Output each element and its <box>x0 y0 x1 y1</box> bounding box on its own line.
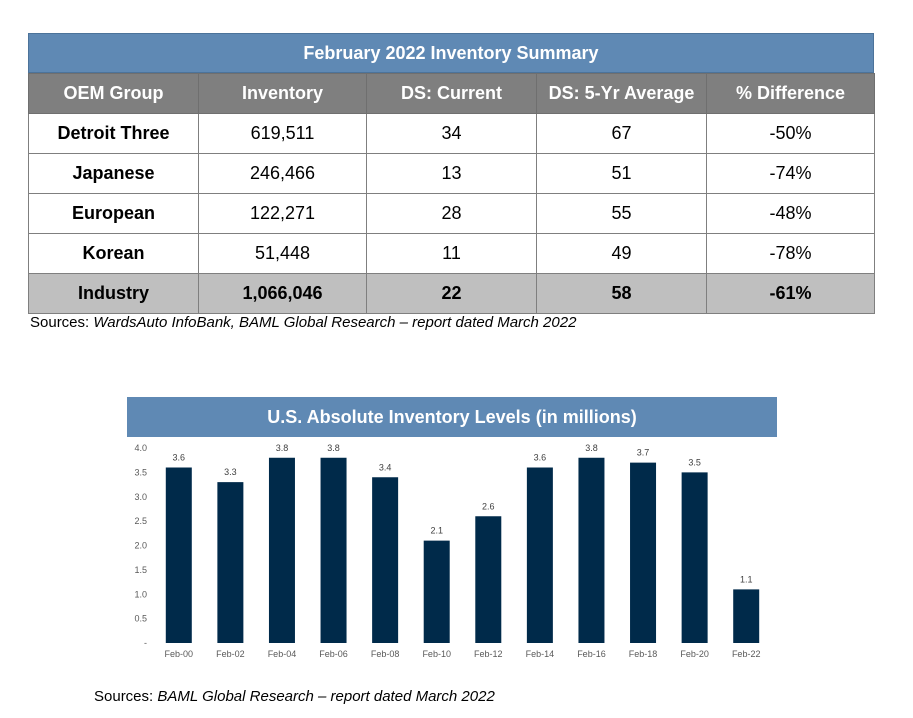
data-label: 2.1 <box>430 526 443 536</box>
y-tick-label: 1.5 <box>134 565 147 575</box>
y-tick-label: 2.0 <box>134 541 147 551</box>
table-cell: 58 <box>536 273 707 314</box>
source-prefix: Sources: <box>30 314 94 331</box>
x-tick-label: Feb-08 <box>371 649 400 659</box>
bar-Feb-02 <box>217 482 244 643</box>
table-cell: Industry <box>28 273 199 314</box>
source-text: WardsAuto InfoBank, BAML Global Research… <box>93 314 577 331</box>
y-tick-label: 3.0 <box>134 492 147 502</box>
x-tick-label: Feb-20 <box>680 649 709 659</box>
bar-Feb-00 <box>165 467 192 643</box>
bar-Feb-16 <box>578 457 605 643</box>
table-cell: 28 <box>366 193 537 234</box>
x-tick-label: Feb-02 <box>216 649 245 659</box>
table-row: Korean 51,448 11 49 -78% <box>28 233 875 274</box>
x-tick-label: Feb-22 <box>732 649 761 659</box>
table-source-note: Sources: WardsAuto InfoBank, BAML Global… <box>30 314 576 331</box>
table-cell: Japanese <box>28 153 199 194</box>
header-inventory: Inventory <box>198 73 367 114</box>
bar-Feb-04 <box>268 457 295 643</box>
table-cell: 1,066,046 <box>198 273 367 314</box>
header-ds-5yr-average: DS: 5-Yr Average <box>536 73 707 114</box>
table-row: Detroit Three 619,511 34 67 -50% <box>28 113 875 154</box>
inventory-bar-chart: - 0.5 1.0 1.5 2.0 2.5 3.0 3.5 4.0 3.6 Feb-00 3.3 Feb… <box>134 443 761 659</box>
bar-Feb-20 <box>681 472 708 643</box>
y-tick-label: 1.0 <box>134 589 147 599</box>
y-tick-label: - <box>144 638 147 648</box>
data-label: 3.6 <box>173 453 186 463</box>
bar-Feb-12 <box>475 516 502 643</box>
data-label: 3.7 <box>637 448 650 458</box>
chart-source-note: Sources: BAML Global Research – report d… <box>94 688 495 705</box>
data-label: 3.8 <box>585 443 598 453</box>
table-cell: 122,271 <box>198 193 367 234</box>
table-cell: Detroit Three <box>28 113 199 154</box>
table-cell: 246,466 <box>198 153 367 194</box>
table-cell: 51,448 <box>198 233 367 274</box>
table-cell: 22 <box>366 273 537 314</box>
x-tick-label: Feb-12 <box>474 649 503 659</box>
x-tick-label: Feb-06 <box>319 649 348 659</box>
table-row: Japanese 246,466 13 51 -74% <box>28 153 875 194</box>
table-total-row: Industry 1,066,046 22 58 -61% <box>28 273 875 314</box>
bar-Feb-22 <box>733 589 760 643</box>
data-label: 3.8 <box>276 443 289 453</box>
table-cell: 51 <box>536 153 707 194</box>
source-text: BAML Global Research – report dated Marc… <box>157 688 495 705</box>
table-cell: Korean <box>28 233 199 274</box>
y-tick-label: 4.0 <box>134 443 147 453</box>
table-cell: 49 <box>536 233 707 274</box>
x-tick-label: Feb-10 <box>422 649 451 659</box>
y-tick-label: 3.5 <box>134 467 147 477</box>
bar-Feb-08 <box>372 477 399 643</box>
x-tick-label: Feb-18 <box>629 649 658 659</box>
table-cell: -50% <box>706 113 875 154</box>
table-cell: 67 <box>536 113 707 154</box>
y-tick-label: 2.5 <box>134 516 147 526</box>
header-row: OEM Group Inventory DS: Current DS: 5-Yr… <box>28 73 875 114</box>
bar-Feb-14 <box>526 467 553 643</box>
data-label: 3.6 <box>534 453 547 463</box>
table-cell: 55 <box>536 193 707 234</box>
data-label: 2.6 <box>482 501 495 511</box>
inventory-summary-table: February 2022 Inventory Summary OEM Grou… <box>28 33 875 314</box>
table-cell: -74% <box>706 153 875 194</box>
header-pct-difference: % Difference <box>706 73 875 114</box>
source-prefix: Sources: <box>94 688 158 705</box>
table-cell: 34 <box>366 113 537 154</box>
data-label: 3.8 <box>327 443 340 453</box>
table-cell: -48% <box>706 193 875 234</box>
x-tick-label: Feb-04 <box>268 649 297 659</box>
table-title: February 2022 Inventory Summary <box>28 33 874 73</box>
data-label: 3.5 <box>688 457 701 467</box>
table-cell: 619,511 <box>198 113 367 154</box>
data-label: 3.4 <box>379 462 392 472</box>
x-tick-label: Feb-00 <box>165 649 194 659</box>
header-ds-current: DS: Current <box>366 73 537 114</box>
bar-Feb-10 <box>423 540 450 643</box>
bar-Feb-18 <box>630 462 657 643</box>
table-row: European 122,271 28 55 -48% <box>28 193 875 234</box>
table-cell: European <box>28 193 199 234</box>
header-oem-group: OEM Group <box>28 73 199 114</box>
data-label: 3.3 <box>224 467 237 477</box>
x-tick-label: Feb-16 <box>577 649 606 659</box>
table-cell: 13 <box>366 153 537 194</box>
summary-table: OEM Group Inventory DS: Current DS: 5-Yr… <box>28 73 875 314</box>
table-cell: -78% <box>706 233 875 274</box>
bar-Feb-06 <box>320 457 347 643</box>
chart-title: U.S. Absolute Inventory Levels (in milli… <box>127 397 777 437</box>
table-cell: 11 <box>366 233 537 274</box>
data-label: 1.1 <box>740 574 753 584</box>
table-cell: -61% <box>706 273 875 314</box>
x-tick-label: Feb-14 <box>526 649 555 659</box>
y-tick-label: 0.5 <box>134 614 147 624</box>
